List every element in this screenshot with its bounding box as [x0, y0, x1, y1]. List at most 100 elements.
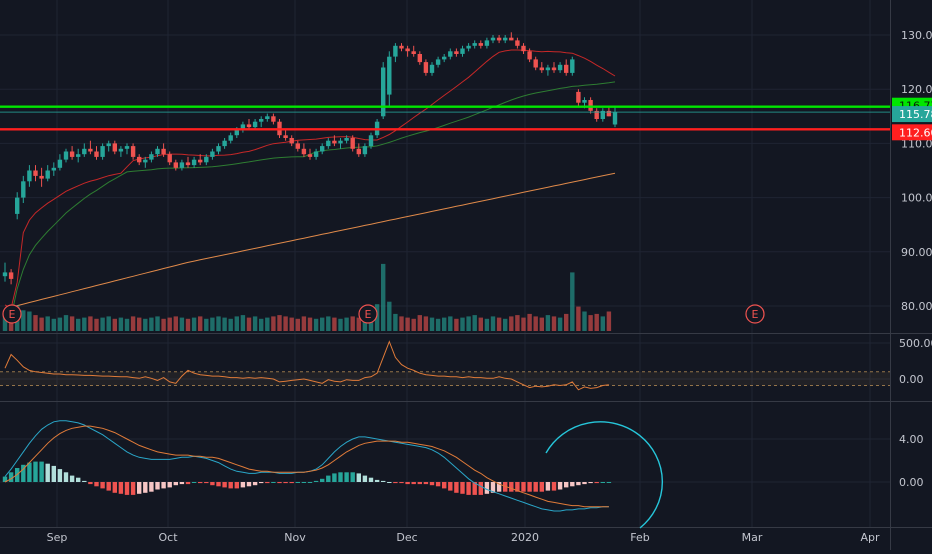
candle[interactable] [454, 48, 459, 57]
candle[interactable] [69, 146, 75, 160]
candle[interactable] [344, 135, 349, 144]
candle[interactable] [271, 113, 276, 125]
candle[interactable] [484, 37, 490, 49]
candle[interactable] [332, 135, 337, 147]
candle[interactable] [167, 151, 172, 166]
candle[interactable] [521, 43, 526, 54]
candle[interactable] [442, 54, 447, 63]
candle[interactable] [100, 143, 105, 160]
candle[interactable] [350, 135, 355, 152]
candle[interactable] [191, 156, 197, 168]
candle[interactable] [338, 138, 343, 149]
candle[interactable] [612, 105, 618, 128]
candle[interactable] [496, 35, 502, 44]
horizontal-levels[interactable] [0, 105, 890, 131]
candle[interactable] [435, 56, 441, 68]
candle[interactable] [557, 62, 563, 73]
candle[interactable] [362, 143, 368, 157]
candle[interactable] [307, 148, 313, 160]
candle[interactable] [570, 56, 575, 76]
candle[interactable] [564, 59, 569, 76]
candle[interactable] [533, 56, 538, 71]
candle[interactable] [179, 159, 185, 171]
candle[interactable] [94, 146, 99, 160]
annotation-circle[interactable] [545, 421, 663, 529]
candle[interactable] [27, 165, 32, 187]
candle[interactable] [51, 162, 56, 176]
candle[interactable] [149, 151, 154, 163]
candle[interactable] [185, 156, 191, 168]
candle[interactable] [503, 35, 508, 44]
candle[interactable] [124, 143, 130, 155]
candle[interactable] [460, 45, 465, 57]
candlesticks[interactable] [2, 32, 618, 285]
candle[interactable] [393, 43, 398, 63]
candle[interactable] [448, 48, 453, 60]
candle[interactable] [289, 135, 294, 147]
candle[interactable] [527, 48, 532, 63]
candle[interactable] [222, 138, 227, 149]
candle[interactable] [399, 43, 404, 52]
candle[interactable] [545, 64, 551, 76]
candle[interactable] [478, 40, 483, 49]
candle[interactable] [600, 108, 605, 122]
candle[interactable] [240, 121, 246, 133]
candle[interactable] [490, 35, 496, 44]
candle[interactable] [173, 159, 178, 171]
candle[interactable] [63, 148, 69, 163]
candle[interactable] [112, 140, 117, 155]
candle[interactable] [252, 119, 258, 130]
candle[interactable] [588, 97, 593, 114]
candle[interactable] [137, 154, 142, 166]
candle[interactable] [228, 132, 233, 144]
candle[interactable] [130, 143, 136, 160]
candle[interactable] [594, 108, 599, 122]
candle[interactable] [326, 138, 331, 149]
candle[interactable] [45, 165, 50, 182]
earnings-marker[interactable]: E [2, 304, 22, 324]
candle[interactable] [472, 40, 477, 49]
candle[interactable] [198, 154, 203, 166]
candle[interactable] [368, 132, 374, 149]
candle[interactable] [320, 143, 325, 155]
candle[interactable] [246, 119, 252, 130]
earnings-marker[interactable]: E [745, 304, 765, 324]
candle[interactable] [82, 143, 87, 157]
candle[interactable] [216, 143, 221, 155]
candle[interactable] [2, 262, 8, 282]
candle[interactable] [161, 143, 166, 157]
candle[interactable] [143, 156, 148, 168]
candle[interactable] [106, 140, 111, 152]
candle[interactable] [509, 32, 514, 41]
candle[interactable] [417, 51, 422, 65]
candle[interactable] [429, 62, 435, 76]
candle[interactable] [313, 148, 319, 160]
candle[interactable] [576, 89, 581, 106]
candle[interactable] [551, 62, 557, 73]
candle[interactable] [76, 148, 81, 163]
candle[interactable] [21, 175, 26, 203]
earnings-marker[interactable]: E [358, 304, 378, 324]
candle[interactable] [515, 37, 520, 49]
candle[interactable] [118, 146, 124, 157]
candle[interactable] [539, 62, 544, 73]
candle[interactable] [411, 45, 416, 57]
candle[interactable] [295, 140, 300, 152]
candle[interactable] [210, 148, 215, 160]
candle[interactable] [387, 51, 392, 106]
candle[interactable] [356, 143, 361, 157]
candle[interactable] [405, 45, 410, 57]
candle[interactable] [466, 43, 471, 52]
candle[interactable] [265, 113, 270, 122]
candle[interactable] [39, 167, 44, 187]
candle[interactable] [33, 165, 38, 182]
candle[interactable] [381, 62, 386, 119]
candle[interactable] [15, 192, 20, 220]
candle[interactable] [155, 146, 160, 157]
candle[interactable] [283, 129, 288, 141]
candle[interactable] [88, 140, 93, 155]
candle[interactable] [301, 143, 307, 157]
